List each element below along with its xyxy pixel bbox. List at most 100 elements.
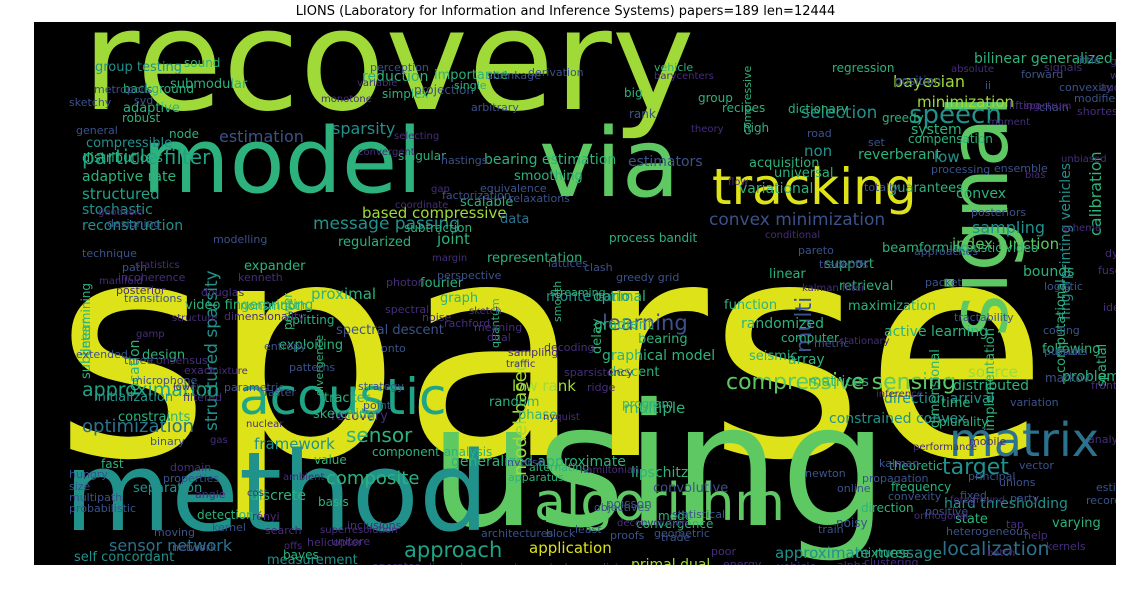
cloud-word: conditional [765,230,821,241]
cloud-word: batch [987,548,1016,559]
cloud-word: scheme [1062,223,1102,234]
cloud-word: orthogonal [914,511,969,522]
cloud-word: adaptive rate [82,169,177,185]
cloud-word: inference [876,389,923,400]
cloud-word: meaning [474,321,523,334]
cloud-word: smooth [551,280,564,322]
cloud-word: exact [184,364,215,377]
cloud-word: determining [79,283,93,357]
cloud-word: gamp [136,329,165,340]
cloud-word: ambient [283,472,325,483]
cloud-word: group [698,91,733,105]
cloud-word: initialization [94,390,174,405]
cloud-word: matrices [808,374,869,390]
cloud-word: sketching [313,407,376,422]
cloud-word: svd [134,94,154,107]
cloud-word: method [64,428,489,556]
cloud-word: principal [968,470,1016,483]
cloud-word: problem [1062,369,1116,385]
cloud-word: maximization [848,299,936,314]
cloud-word: transitions [124,292,183,305]
cloud-word: superresolution [320,525,398,536]
cloud-word: ridge [587,381,616,394]
cloud-word: margin [432,253,468,264]
cloud-word: streaming [550,286,606,299]
cloud-word: following [1042,342,1101,357]
cloud-word: noise [422,311,452,324]
cloud-word: helicopter [307,536,363,549]
cloud-word: dynamic [1105,247,1116,260]
cloud-word: scalable [460,195,514,210]
cloud-word: nonsmooth [240,299,308,313]
cloud-word: least [575,523,602,536]
cloud-word: joint [437,230,470,248]
cloud-word: coordinate [395,200,449,211]
cloud-word: train [818,523,844,536]
cloud-word: hastings [441,154,488,167]
cloud-word: derivation [528,66,584,79]
cloud-word: estimating [1096,481,1116,494]
cloud-word: little [1076,54,1101,67]
cloud-word: localization [942,538,1050,560]
cloud-word: subtraction [404,221,473,235]
cloud-word: party [1010,492,1040,505]
cloud-word: recovery [82,22,695,143]
cloud-word: structured [82,185,160,203]
cloud-word: basis [318,495,349,509]
cloud-word: bearing [638,332,688,347]
cloud-word: approximation [82,379,220,401]
cloud-word: splitting [286,313,335,327]
cloud-word: measurement [267,553,358,565]
cloud-word: parametric [224,381,285,394]
cloud-word: totally [864,181,899,194]
cloud-word: geodesic [98,207,143,218]
cloud-word: mobile [969,435,1007,448]
cloud-word: theory [691,124,724,135]
cloud-word: nyquist [543,412,580,423]
cloud-word: gap [1110,55,1116,68]
cloud-word: objectives [594,501,650,514]
cloud-word: linearly [429,562,470,565]
cloud-word: graphical model [602,348,716,364]
cloud-word: mode [658,509,693,523]
cloud-word: flow [728,177,749,188]
cloud-word: filtered [183,391,223,404]
cloud-word: convexity [888,490,942,503]
cloud-word: pareto [798,244,834,257]
cloud-word: robust [122,111,161,125]
cloud-word: apparatus [508,471,564,484]
cloud-word: importance [434,68,509,83]
cloud-word: kalman [879,457,920,470]
cloud-word: trade [661,531,691,544]
cloud-word: tracker [324,391,370,406]
cloud-word: theoretic [889,459,943,473]
cloud-word: projection [414,83,474,97]
cloud-word: data [500,212,530,227]
cloud-word: direction arrival [884,391,995,407]
cloud-word: logistic [1044,280,1083,293]
cloud-word: spectral descent [336,323,444,338]
cloud-word: perspective [437,269,502,282]
cloud-word: hungry [69,468,108,481]
cloud-word: packet [925,276,962,289]
cloud-word: message passing [313,214,461,234]
cloud-word: detection [197,508,254,522]
cloud-word: convex [956,186,1007,202]
cloud-word: stationary [839,336,890,347]
cloud-word: distributed [953,378,1029,394]
cloud-word: support [824,257,874,272]
cloud-word: variational [739,181,814,197]
cloud-word: sound [184,56,221,70]
cloud-word: consensus [150,354,208,367]
cloud-word: kalman filter [802,283,866,294]
cloud-word: equivalence [480,182,547,195]
cloud-word: hard thresholding [944,496,1068,512]
cloud-word: representation [487,251,583,266]
cloud-word: regularized [338,235,412,250]
cloud-word: acoustic [239,368,447,426]
cloud-word: bounds [1023,264,1075,280]
cloud-word: variable [357,78,398,89]
cloud-word: fuses [1098,264,1116,277]
cloud-word: moving [154,526,195,539]
cloud-word: phase [518,408,558,423]
